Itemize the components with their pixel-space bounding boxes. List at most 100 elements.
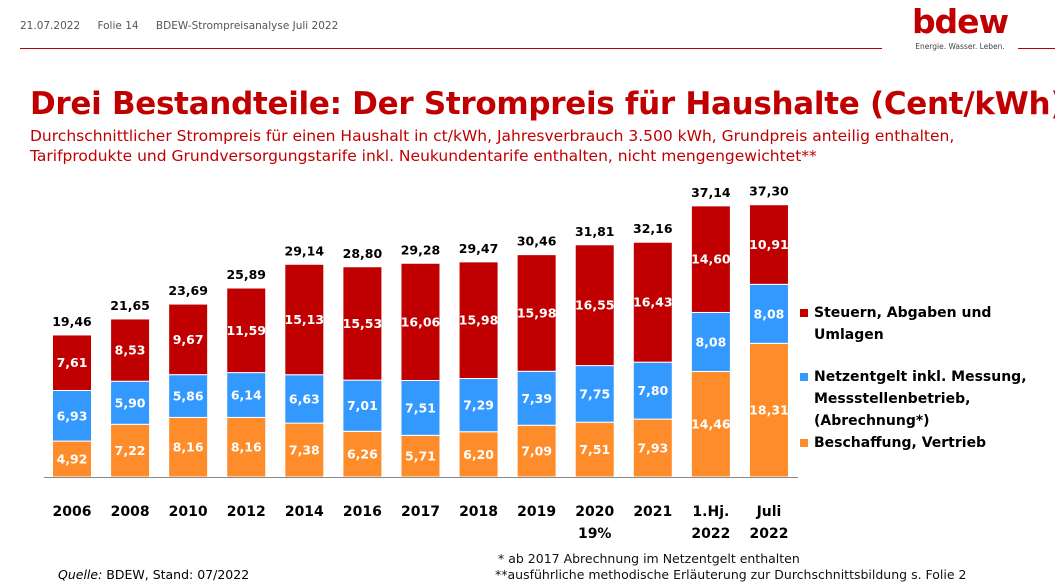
- segment-value-label: 7,61: [57, 355, 88, 370]
- segment-value-label: 7,22: [115, 443, 146, 458]
- segment-value-label: 5,86: [173, 389, 204, 404]
- bar-total-label: 31,81: [575, 224, 615, 239]
- segment-value-label: 11,59: [226, 323, 266, 338]
- header-divider-right: [1018, 48, 1055, 49]
- legend-item: Beschaffung, Vertrieb: [800, 432, 1050, 454]
- x-tick-label: 2021: [633, 504, 672, 520]
- bar-segment: [458, 431, 499, 478]
- bar-segment: [52, 440, 92, 478]
- slide-meta: 21.07.2022 Folie 14 BDEW-Strompreisanaly…: [20, 20, 352, 32]
- bar-segment: [632, 241, 673, 363]
- bar-segment: [748, 204, 789, 285]
- legend-swatch: [800, 309, 808, 317]
- x-tick-label: 1.Hj.: [692, 504, 729, 520]
- bar-total-label: 25,89: [226, 267, 266, 282]
- legend-swatch: [800, 373, 808, 381]
- bar-segment: [690, 205, 731, 313]
- segment-value-label: 15,13: [285, 312, 325, 327]
- x-tick-label: 2016: [343, 504, 382, 520]
- legend-label: Beschaffung, Vertrieb: [814, 435, 987, 451]
- bar-total-label: 37,30: [749, 184, 789, 199]
- bar-total-label: 21,65: [110, 298, 150, 313]
- bar-total-label: 29,28: [401, 242, 441, 257]
- segment-value-label: 6,63: [289, 391, 320, 406]
- segment-value-label: 16,55: [575, 298, 615, 313]
- x-tick-label: 2019: [517, 504, 556, 520]
- segment-value-label: 7,80: [637, 383, 668, 398]
- bar-segment: [748, 283, 789, 344]
- bar-total-label: 23,69: [168, 283, 208, 298]
- segment-value-label: 6,14: [231, 388, 262, 403]
- segment-value-label: 6,26: [347, 447, 378, 462]
- header-divider: [20, 48, 882, 49]
- bar-segment: [226, 416, 267, 478]
- x-tick-label: 2012: [227, 504, 266, 520]
- bar-segment: [284, 263, 325, 376]
- bar-segment: [458, 261, 499, 380]
- legend-item: Netzentgelt inkl. Messung, Messstellenbet…: [800, 366, 1050, 432]
- segment-value-label: 8,08: [754, 306, 785, 321]
- x-tick-label: 19%: [578, 526, 612, 542]
- segment-value-label: 4,92: [57, 452, 88, 467]
- x-tick-label: 2020: [575, 504, 614, 520]
- x-tick-label: 2022: [749, 526, 788, 542]
- bar-total-label: 19,46: [52, 314, 92, 329]
- x-tick-label: 2018: [459, 504, 498, 520]
- segment-value-label: 15,53: [343, 316, 383, 331]
- segment-value-label: 5,71: [405, 449, 436, 464]
- segment-value-label: 7,51: [579, 442, 610, 457]
- bar-total-label: 37,14: [691, 185, 731, 200]
- page-title: Drei Bestandteile: Der Strompreis für Ha…: [30, 86, 1055, 122]
- slide-date: 21.07.2022: [20, 20, 81, 32]
- segment-value-label: 8,53: [115, 343, 146, 358]
- segment-value-label: 9,67: [173, 332, 204, 347]
- bar-segment: [516, 254, 557, 372]
- logo-tagline: Energie. Wasser. Leben.: [915, 42, 1005, 51]
- bar-segment: [690, 370, 731, 478]
- segment-value-label: 6,93: [57, 408, 88, 423]
- segment-value-label: 7,51: [405, 400, 436, 415]
- segment-value-label: 8,16: [231, 440, 262, 455]
- page-subtitle: Durchschnittlicher Strompreis für einen …: [30, 127, 955, 165]
- x-tick-label: 2008: [111, 504, 150, 520]
- bar-segment: [574, 244, 615, 367]
- bar-segment: [690, 311, 731, 372]
- x-tick-label: 2010: [169, 504, 208, 520]
- bar-segment: [400, 262, 441, 381]
- footnote-abrechnung: * ab 2017 Abrechnung im Netzentgelt enth…: [498, 551, 800, 566]
- bdew-logo: bdew Energie. Wasser. Leben.: [905, 2, 1015, 52]
- segment-value-label: 10,91: [749, 237, 789, 252]
- segment-value-label: 6,20: [463, 447, 494, 462]
- legend-label: Messstellenbetrieb,: [814, 391, 971, 407]
- bar-segment: [168, 303, 209, 376]
- x-tick-label: 2006: [53, 504, 92, 520]
- bar-segment: [52, 334, 92, 391]
- document-title: BDEW-Strompreisanalyse Juli 2022: [155, 20, 339, 32]
- x-tick-label: 2017: [401, 504, 440, 520]
- legend-swatch: [800, 439, 808, 447]
- bar-segment: [226, 372, 267, 418]
- bar-segment: [52, 389, 92, 442]
- segment-value-label: 15,98: [517, 305, 557, 320]
- bar-segment: [342, 379, 383, 432]
- legend-label: Umlagen: [814, 327, 884, 343]
- segment-value-label: 8,08: [695, 334, 726, 349]
- bar-segment: [632, 361, 673, 420]
- logo-wordmark: bdew: [911, 2, 1009, 41]
- segment-value-label: 15,98: [459, 313, 499, 328]
- bar-segment: [400, 434, 441, 478]
- bar-total-label: 29,47: [459, 241, 499, 256]
- legend-item: Steuern, Abgaben und Umlagen: [800, 302, 1050, 346]
- bar-segment: [226, 287, 267, 374]
- segment-value-label: 7,01: [347, 398, 378, 413]
- bar-segment: [516, 370, 557, 426]
- segment-value-label: 7,38: [289, 443, 320, 458]
- bar-total-label: 32,16: [633, 221, 673, 236]
- x-tick-label: 2014: [285, 504, 324, 520]
- legend-label: Steuern, Abgaben und: [814, 305, 992, 321]
- bar-total-label: 30,46: [517, 234, 557, 249]
- segment-value-label: 14,60: [691, 252, 731, 267]
- x-tick-label: 2022: [691, 526, 730, 542]
- segment-value-label: 7,75: [579, 386, 610, 401]
